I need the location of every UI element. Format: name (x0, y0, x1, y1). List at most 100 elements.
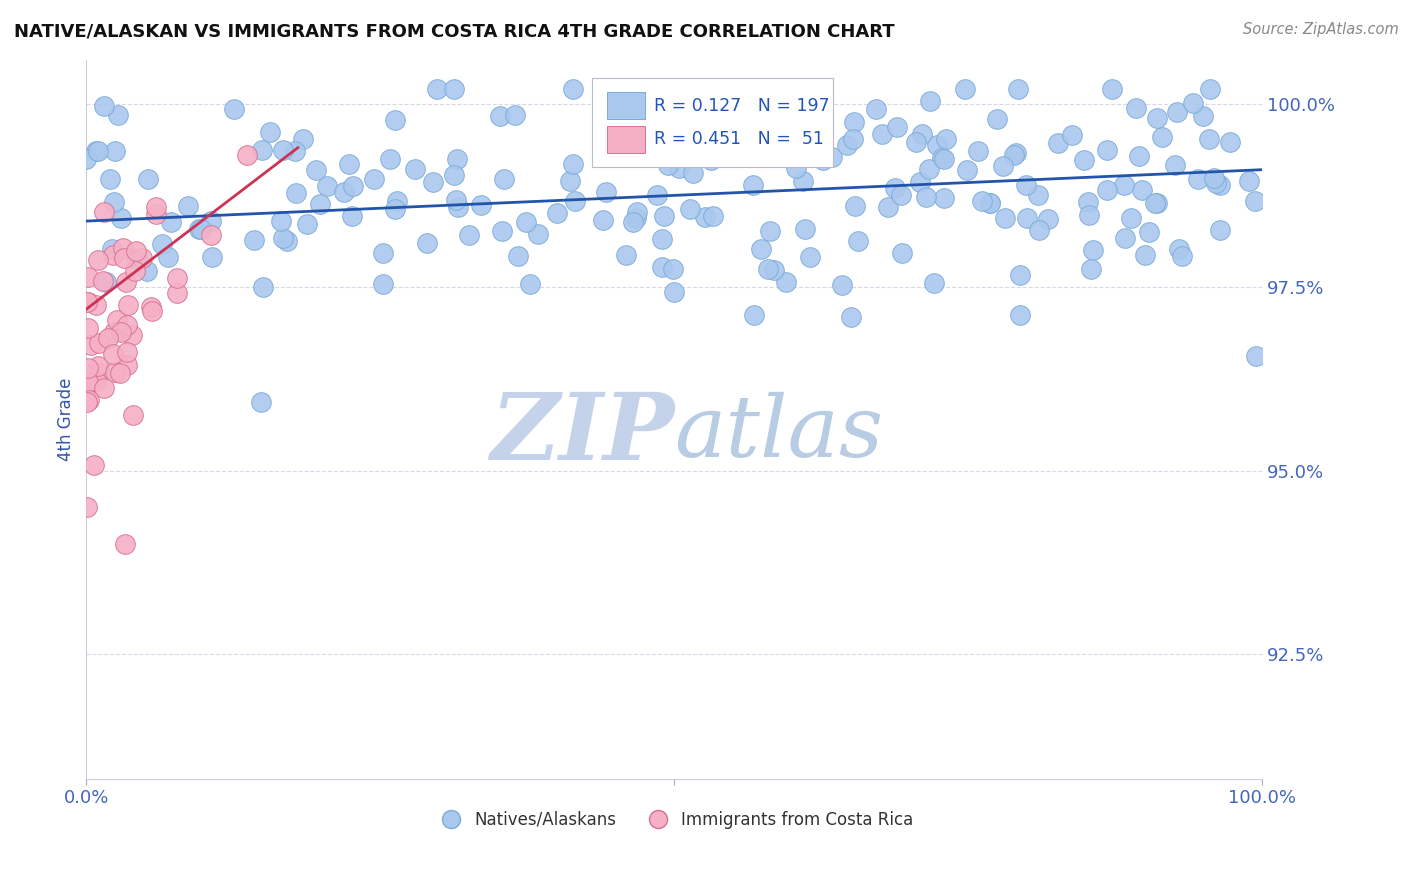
Point (91, 274, 114, 288)
Point (125, 252, 148, 266)
Point (904, 136, 927, 150)
Point (84, 298, 107, 312)
Point (488, 109, 510, 123)
Point (117, 318, 139, 332)
Point (426, 82, 449, 96)
Point (654, 209, 676, 223)
Point (609, 148, 631, 162)
Point (785, 161, 807, 176)
Point (404, 162, 426, 177)
Point (967, 144, 990, 158)
Text: NATIVE/ALASKAN VS IMMIGRANTS FROM COSTA RICA 4TH GRADE CORRELATION CHART: NATIVE/ALASKAN VS IMMIGRANTS FROM COSTA … (14, 22, 894, 40)
Point (284, 145, 307, 159)
Point (986, 112, 1008, 126)
Point (76, 500, 98, 514)
Point (842, 132, 865, 146)
Point (508, 249, 530, 263)
Point (658, 110, 681, 124)
Point (763, 263, 786, 277)
Point (1209, 178, 1232, 193)
Point (252, 279, 274, 293)
Point (76, 270, 98, 285)
Text: ZIP: ZIP (489, 389, 673, 479)
Point (101, 242, 124, 256)
Point (1209, 223, 1232, 237)
Point (776, 142, 799, 156)
Point (1146, 195, 1168, 210)
Point (114, 275, 136, 289)
Point (380, 152, 402, 166)
Point (614, 248, 637, 262)
Point (627, 134, 650, 148)
Point (117, 344, 139, 359)
Point (176, 199, 198, 213)
Point (1046, 136, 1069, 150)
Point (385, 194, 408, 209)
Point (87, 144, 110, 158)
Point (979, 196, 1001, 211)
Point (108, 367, 131, 381)
Point (84, 144, 107, 158)
Point (284, 186, 307, 201)
Point (595, 185, 617, 199)
Point (1125, 101, 1147, 115)
Point (494, 172, 516, 186)
Point (640, 105, 662, 120)
Point (1073, 153, 1095, 168)
Point (93, 381, 115, 395)
Point (416, 235, 439, 250)
Y-axis label: 4th Grade: 4th Grade (58, 377, 75, 461)
Point (107, 313, 129, 327)
Point (1244, 194, 1267, 209)
Point (1237, 174, 1260, 188)
Point (844, 199, 866, 213)
Point (1143, 196, 1166, 211)
Point (97, 331, 120, 345)
Point (1095, 143, 1118, 157)
Point (422, 174, 444, 188)
Point (443, 82, 465, 96)
Point (700, 153, 723, 167)
Point (235, 148, 257, 162)
Point (991, 159, 1014, 173)
Point (526, 227, 548, 241)
Point (89, 366, 111, 380)
Point (103, 326, 125, 340)
Point (491, 224, 513, 238)
Point (1008, 268, 1031, 283)
Point (911, 128, 934, 142)
FancyBboxPatch shape (592, 78, 832, 168)
Point (1101, 82, 1123, 96)
Point (1137, 226, 1160, 240)
Point (76, 395, 98, 409)
Point (657, 158, 679, 172)
Point (1166, 105, 1188, 120)
Point (870, 127, 893, 141)
Point (546, 205, 568, 219)
Point (340, 209, 363, 223)
Point (76, 295, 98, 310)
Point (101, 347, 124, 361)
Point (145, 200, 167, 214)
Point (443, 168, 465, 182)
Point (1182, 95, 1205, 110)
Text: Source: ZipAtlas.com: Source: ZipAtlas.com (1243, 22, 1399, 37)
Point (910, 175, 932, 189)
Point (1077, 194, 1099, 209)
Point (131, 252, 153, 266)
Point (80, 338, 103, 352)
Point (1083, 243, 1105, 257)
Point (141, 300, 163, 314)
Point (1112, 178, 1135, 192)
Point (682, 142, 704, 156)
Point (886, 120, 908, 135)
Point (837, 138, 859, 153)
Point (276, 235, 298, 249)
Point (124, 264, 146, 278)
Point (932, 191, 955, 205)
Point (935, 132, 957, 146)
Point (744, 111, 766, 125)
Point (775, 275, 797, 289)
Point (224, 103, 246, 117)
Point (1164, 158, 1187, 172)
